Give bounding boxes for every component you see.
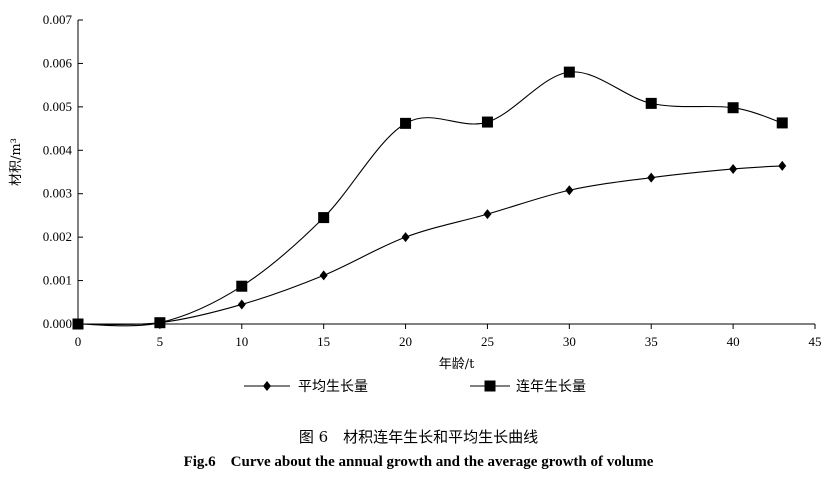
data-point-diamond — [237, 299, 246, 310]
data-point-diamond — [565, 185, 574, 196]
x-tick-label: 25 — [481, 334, 494, 349]
axes — [77, 20, 815, 325]
data-point-diamond — [401, 232, 410, 243]
legend: 平均生长量 连年生长量 — [244, 379, 586, 395]
x-tick-label: 0 — [75, 334, 82, 349]
data-point-square — [481, 116, 493, 128]
y-tick-label: 0.004 — [43, 142, 73, 157]
series-line — [77, 71, 783, 327]
data-point-square — [154, 317, 166, 329]
data-point-square — [727, 102, 739, 114]
legend-item-average-growth: 平均生长量 — [244, 379, 368, 395]
x-tick-label: 45 — [809, 334, 822, 349]
figure-caption-chinese: 图 6 材积连年生长和平均生长曲线 — [298, 428, 539, 446]
series-annual-growth — [72, 66, 788, 330]
y-axis-label: 材积/m³ — [9, 138, 24, 186]
data-point-square — [236, 280, 248, 292]
series-average-growth — [74, 160, 787, 329]
y-tick-label: 0.005 — [43, 99, 72, 114]
legend-item-annual-growth: 连年生长量 — [470, 379, 586, 395]
y-tick-label: 0.002 — [43, 229, 72, 244]
data-point-square — [776, 117, 788, 129]
y-tick-label: 0.001 — [43, 273, 72, 288]
legend-marker-diamond — [263, 381, 271, 391]
legend-label-annual-growth: 连年生长量 — [516, 379, 586, 395]
data-point-square — [318, 212, 330, 224]
series-line — [77, 165, 783, 326]
x-ticks: 0 5 10 15 20 25 30 35 40 45 — [75, 324, 822, 349]
legend-marker-square — [484, 380, 496, 392]
y-tick-label: 0.006 — [43, 55, 73, 70]
x-tick-label: 40 — [727, 334, 740, 349]
series-layer — [72, 66, 788, 330]
data-point-square — [563, 66, 575, 78]
legend-label-average-growth: 平均生长量 — [298, 379, 368, 395]
data-point-diamond — [483, 209, 492, 220]
line-chart: 0.000 0.001 0.002 0.003 0.004 0.005 0.006 0.007… — [9, 12, 822, 395]
x-tick-label: 20 — [399, 334, 412, 349]
figure-caption-english: Fig.6 Curve about the annual growth and … — [183, 454, 654, 470]
y-tick-label: 0.003 — [43, 186, 72, 201]
data-point-diamond — [647, 172, 656, 183]
x-tick-label: 5 — [157, 334, 164, 349]
y-ticks: 0.000 0.001 0.002 0.003 0.004 0.005 0.006 0.007 — [43, 12, 83, 331]
x-tick-label: 30 — [563, 334, 576, 349]
x-tick-label: 35 — [645, 334, 658, 349]
data-point-square — [72, 318, 84, 330]
y-tick-label: 0.007 — [43, 12, 73, 27]
y-tick-label: 0.000 — [43, 316, 72, 331]
x-tick-label: 15 — [317, 334, 330, 349]
data-point-square — [400, 117, 412, 129]
data-point-square — [645, 97, 657, 109]
data-point-diamond — [778, 160, 787, 171]
x-tick-label: 10 — [235, 334, 248, 349]
data-point-diamond — [729, 163, 738, 174]
x-axis-label: 年龄/t — [439, 357, 475, 372]
data-point-diamond — [319, 270, 328, 281]
